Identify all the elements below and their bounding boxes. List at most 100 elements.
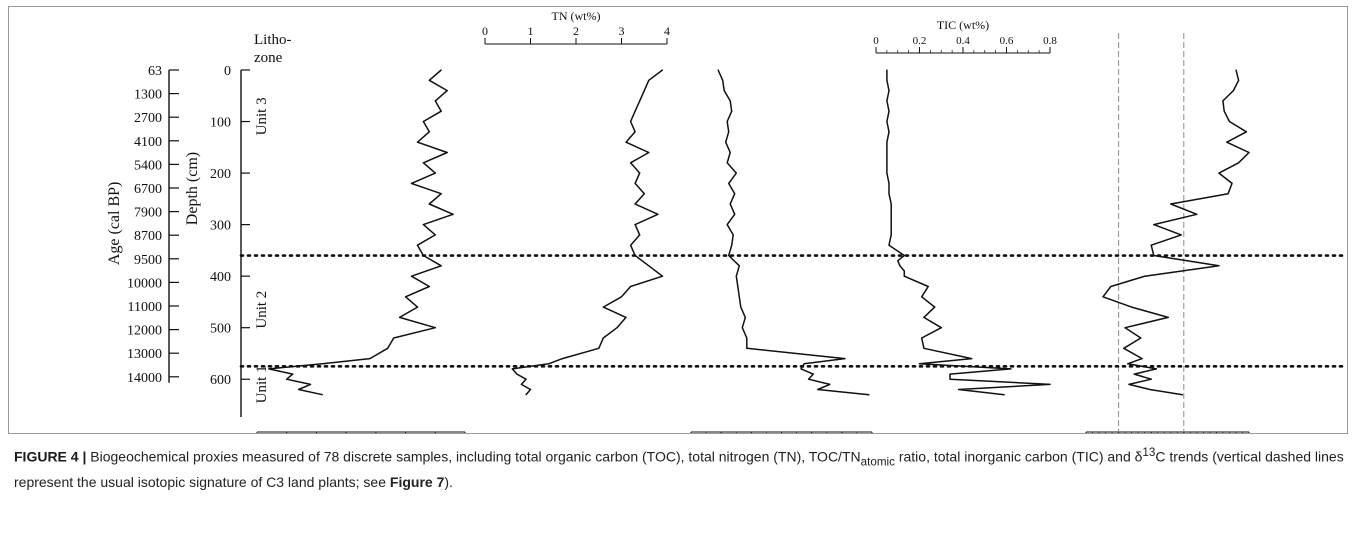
data-point xyxy=(422,120,424,123)
depth-tick-label: 500 xyxy=(210,322,231,337)
data-point xyxy=(971,358,973,360)
age-tick-label: 4100 xyxy=(134,135,162,150)
data-point xyxy=(648,151,650,154)
tic-series-line xyxy=(886,70,1051,396)
data-point xyxy=(729,100,731,102)
data-point xyxy=(309,383,312,385)
data-point xyxy=(1102,296,1104,298)
data-point xyxy=(741,327,743,329)
data-point xyxy=(746,347,748,349)
data-point xyxy=(725,141,727,143)
toc-series-line xyxy=(268,69,454,396)
data-point xyxy=(728,254,730,257)
data-point xyxy=(1153,224,1155,226)
age-tick-label: 10000 xyxy=(127,276,162,291)
data-point xyxy=(958,388,960,391)
data-point xyxy=(903,275,905,277)
tn-series-line xyxy=(511,69,664,396)
data-point xyxy=(1180,234,1182,236)
data-point xyxy=(737,285,739,288)
data-point xyxy=(1223,110,1225,112)
data-point xyxy=(726,224,728,226)
data-point xyxy=(888,110,890,112)
age-tick-label: 13000 xyxy=(127,347,162,362)
data-point xyxy=(1123,347,1125,349)
data-point xyxy=(1149,388,1151,391)
age-tick-label: 63 xyxy=(148,64,162,79)
age-axis-title: Age (cal BP) xyxy=(106,182,123,266)
data-point xyxy=(734,193,736,195)
data-point xyxy=(1218,172,1220,174)
data-point xyxy=(1226,141,1228,143)
data-point xyxy=(434,100,436,102)
data-point xyxy=(410,275,413,277)
data-point xyxy=(634,182,636,184)
data-point xyxy=(1181,394,1184,396)
axis-tick-label: 0 xyxy=(482,24,488,38)
data-point xyxy=(321,363,323,365)
data-point xyxy=(440,69,442,71)
data-point xyxy=(735,275,737,277)
data-point xyxy=(1010,368,1012,370)
data-point xyxy=(428,131,430,133)
depth-tick-label: 0 xyxy=(224,64,231,79)
data-point xyxy=(734,213,736,215)
age-tick-label: 8700 xyxy=(134,229,162,244)
data-point xyxy=(726,120,728,123)
axis-title: TN (wt%) xyxy=(552,9,601,23)
data-point xyxy=(717,69,719,71)
data-point xyxy=(923,347,925,349)
data-point xyxy=(921,296,923,298)
data-point xyxy=(268,368,270,370)
data-point xyxy=(416,244,419,246)
data-point xyxy=(888,193,890,195)
data-point xyxy=(723,90,725,92)
data-point xyxy=(1167,316,1169,318)
data-point xyxy=(886,172,888,174)
data-point xyxy=(949,378,951,380)
data-point xyxy=(452,213,454,215)
data-point xyxy=(1003,394,1005,396)
data-point xyxy=(888,244,890,246)
data-point xyxy=(808,378,810,380)
data-point xyxy=(1222,100,1224,102)
data-point xyxy=(625,316,627,318)
data-point xyxy=(817,388,819,391)
age-tick-label: 2700 xyxy=(134,111,162,126)
data-point xyxy=(940,327,942,329)
data-point xyxy=(890,213,892,215)
data-point xyxy=(1131,306,1133,308)
figure-caption: FIGURE 4 | Biogeochemical proxies measur… xyxy=(14,442,1344,493)
data-point xyxy=(890,234,892,236)
data-point xyxy=(1238,162,1240,164)
axis-tick-label: 0.2 xyxy=(913,35,927,47)
data-point xyxy=(416,141,419,143)
age-tick-label: 12000 xyxy=(127,324,162,339)
data-point xyxy=(886,69,888,71)
caption-text-1: Biogeochemical proxies measured of 78 di… xyxy=(86,448,861,465)
data-point xyxy=(886,151,888,154)
data-point xyxy=(1235,69,1237,71)
data-point xyxy=(643,193,645,195)
d13c-series-line xyxy=(1102,69,1250,396)
data-point xyxy=(634,131,636,133)
data-point xyxy=(1141,358,1143,360)
age-tick-label: 14000 xyxy=(127,371,162,386)
data-point xyxy=(744,316,746,318)
age-tick-label: 9500 xyxy=(134,253,162,268)
data-point xyxy=(598,347,600,349)
caption-text-3: C trends (vertical dashed lines represen… xyxy=(14,448,1344,491)
data-point xyxy=(630,244,632,246)
data-point xyxy=(440,110,442,112)
data-point xyxy=(886,120,888,123)
caption-text-2: ratio, total inorganic carbon (TIC) and … xyxy=(894,448,1143,465)
data-point xyxy=(731,110,733,112)
lithozone-label: Unit 3 xyxy=(254,97,270,135)
data-point xyxy=(1196,213,1198,215)
data-point xyxy=(422,162,424,164)
data-point xyxy=(1227,193,1229,195)
data-point xyxy=(548,363,550,365)
data-point xyxy=(949,373,951,375)
data-point xyxy=(422,224,424,226)
age-tick-label: 1300 xyxy=(134,88,162,103)
